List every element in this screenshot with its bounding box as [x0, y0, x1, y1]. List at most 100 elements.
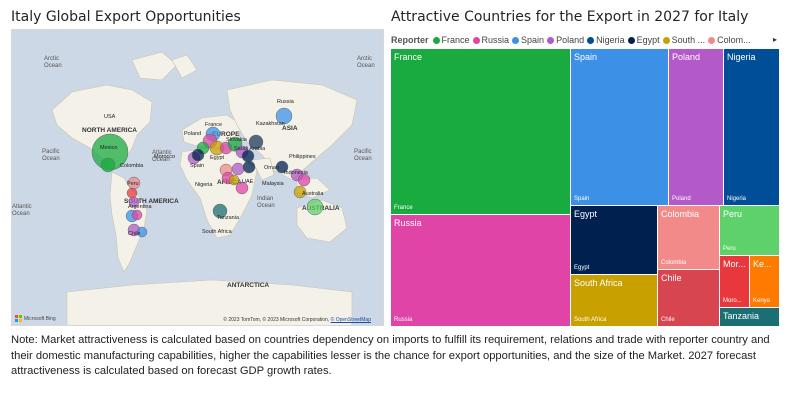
- country-label-russia: Russia: [277, 99, 295, 105]
- country-label-malaysia: Malaysia: [262, 181, 285, 187]
- tile-label: Peru: [723, 209, 743, 219]
- map-attribution-text: © 2023 TomTom, © 2023 Microsoft Corporat…: [223, 317, 330, 323]
- tile-label: Mor...: [723, 259, 746, 269]
- bubble-argentina-3[interactable]: [131, 209, 143, 221]
- tile-sub-label: Egypt: [574, 265, 590, 271]
- bubble-uae[interactable]: [235, 181, 249, 195]
- country-label-south-africa: South Africa: [202, 229, 233, 235]
- country-label-colombia: Colombia: [120, 163, 144, 169]
- legend-dot-icon: [627, 36, 635, 44]
- ocean-labels: Arctic Ocean Arctic Ocean Pacific Ocean Atl…: [12, 56, 375, 217]
- tile-sub-label: Kenya: [753, 298, 771, 304]
- legend-item-1[interactable]: Russia: [472, 35, 509, 45]
- legend-dot-icon: [708, 36, 716, 44]
- bubble-spain[interactable]: [191, 148, 205, 162]
- legend-dot-icon: [432, 36, 440, 44]
- legend-item-3[interactable]: Poland: [547, 35, 584, 45]
- legend-label: Spain: [521, 35, 545, 45]
- country-label-mexico: Mexico: [100, 145, 117, 151]
- legend-item-2[interactable]: Spain: [512, 35, 544, 45]
- tile-label: Tanzania: [723, 311, 760, 321]
- bubble-argentina[interactable]: [128, 196, 140, 208]
- legend-dot-icon: [472, 36, 480, 44]
- bubble-russia[interactable]: [275, 107, 293, 125]
- bubble-colombia[interactable]: [100, 157, 116, 173]
- country-label-egypt: Egypt: [210, 155, 225, 161]
- country-label-oman: Oman: [264, 165, 279, 171]
- tile-sub-label: South Africa: [574, 317, 607, 323]
- legend-scroll-right-icon[interactable]: ▸: [773, 35, 778, 44]
- treemap-tile-egypt[interactable]: Egypt Egypt: [571, 206, 657, 274]
- treemap-tile-south-africa[interactable]: South Africa South Africa: [571, 275, 657, 326]
- bubble-africa-1[interactable]: [228, 174, 240, 186]
- legend-label: Egypt: [636, 35, 660, 45]
- country-label-poland: Poland: [184, 131, 201, 137]
- country-label-france: France: [205, 122, 222, 128]
- treemap-tile-kenya[interactable]: Ke... Kenya: [750, 256, 779, 307]
- tile-sub-label: Peru: [723, 246, 736, 252]
- legend-item-5[interactable]: Egypt: [627, 35, 660, 45]
- country-label-indonesia: Indonesia: [284, 170, 309, 176]
- treemap-tile-morocco[interactable]: Mor... Moro...: [720, 256, 749, 307]
- country-labels: USA Mexico Colombia Peru Argentina Chile…: [100, 99, 324, 237]
- map-canvas[interactable]: Arctic Ocean Arctic Ocean Pacific Ocean Atl…: [12, 30, 384, 326]
- country-label-uae: UAE: [242, 179, 254, 185]
- tile-sub-label: Nigeria: [727, 196, 747, 202]
- country-label-philippines: Philippines: [289, 154, 316, 160]
- bubble-peru-2[interactable]: [126, 187, 138, 199]
- treemap-tile-russia[interactable]: Russia Russia: [391, 215, 570, 326]
- treemap-title: Attractive Countries for the Export in 2…: [391, 9, 749, 25]
- treemap-tile-chile[interactable]: Chile Chile: [658, 270, 719, 326]
- tile-label: Chile: [661, 273, 682, 283]
- bubble-tanzania[interactable]: [212, 203, 228, 219]
- ocean-label-indian: Indian Ocean: [257, 196, 275, 209]
- country-label-kazakhstan: Kazakhstan: [256, 121, 285, 127]
- bubble-australia[interactable]: [306, 198, 324, 216]
- treemap-tile-tanzania[interactable]: Tanzania: [720, 308, 779, 326]
- treemap-tile-colombia[interactable]: Colombia Colombia: [658, 206, 719, 269]
- legend-item-4[interactable]: Nigeria: [587, 35, 625, 45]
- country-label-chile: Chile: [128, 231, 141, 237]
- legend-label: South ...: [671, 35, 706, 45]
- microsoft-logo-icon: [15, 315, 22, 322]
- bubble-asia-1[interactable]: [275, 160, 289, 174]
- bing-logo: Microsoft Bing: [15, 315, 56, 322]
- tile-label: Egypt: [574, 209, 598, 219]
- legend-item-6[interactable]: South ...: [662, 35, 706, 45]
- bubble-kazakhstan[interactable]: [248, 134, 264, 150]
- tile-sub-label: Colombia: [661, 260, 687, 266]
- country-label-morocco: Morocco: [154, 154, 175, 160]
- tile-sub-label: Russia: [394, 317, 413, 323]
- treemap-tile-spain[interactable]: Spain Spain: [571, 49, 668, 205]
- treemap-tile-poland[interactable]: Poland Poland: [669, 49, 723, 205]
- legend-label: Nigeria: [596, 35, 625, 45]
- bubble-philippines[interactable]: [297, 173, 311, 187]
- bing-brand-text: Microsoft Bing: [24, 315, 56, 322]
- map-title: Italy Global Export Opportunities: [11, 9, 241, 25]
- bubble-chile-2[interactable]: [136, 226, 148, 238]
- tile-label: Russia: [394, 218, 422, 228]
- bubble-africa-2[interactable]: [231, 162, 245, 176]
- treemap-tile-nigeria[interactable]: Nigeria Nigeria: [724, 49, 779, 205]
- ocean-label-atlantic-south: Atlantic Ocean: [12, 204, 32, 217]
- tile-sub-label: Chile: [661, 317, 675, 323]
- world-map[interactable]: Arctic Ocean Arctic Ocean Pacific Ocean Atl…: [11, 29, 384, 326]
- note-text: Note: Market attractiveness is calculate…: [11, 334, 770, 377]
- tile-sub-label: France: [394, 205, 413, 211]
- ocean-label-pacific-west: Pacific Ocean: [42, 149, 60, 162]
- bubble-layer[interactable]: [91, 107, 324, 238]
- treemap-legend: Reporter France Russia Spain Poland Nigeria E…: [391, 33, 780, 47]
- continent-label-antarctica: ANTARCTICA: [227, 282, 269, 289]
- tile-label: France: [394, 52, 423, 62]
- legend-item-0[interactable]: France: [432, 35, 470, 45]
- tile-sub-label: Moro...: [723, 298, 742, 304]
- bubble-oman[interactable]: [242, 160, 256, 174]
- treemap[interactable]: France France Spain Spain Poland Poland Nigeri…: [391, 49, 780, 327]
- legend-item-7[interactable]: Colom...: [708, 35, 751, 45]
- map-attribution: © 2023 TomTom, © 2023 Microsoft Corporat…: [223, 317, 371, 323]
- osm-link[interactable]: © OpenStreetMap: [330, 317, 371, 323]
- treemap-tile-peru[interactable]: Peru Peru: [720, 206, 779, 255]
- treemap-tile-france[interactable]: France France: [391, 49, 570, 214]
- bubble-malaysia[interactable]: [293, 185, 307, 199]
- country-label-argentina: Argentina: [128, 204, 152, 210]
